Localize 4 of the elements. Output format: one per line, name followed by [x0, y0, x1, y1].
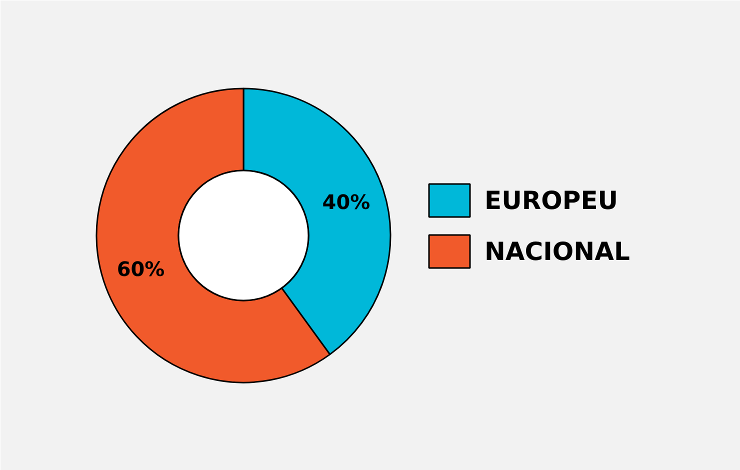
- legend-label: EUROPEU: [484, 186, 618, 215]
- data-label: 40%: [322, 190, 370, 214]
- data-label: 60%: [116, 256, 165, 281]
- legend-label: NACIONAL: [484, 237, 630, 266]
